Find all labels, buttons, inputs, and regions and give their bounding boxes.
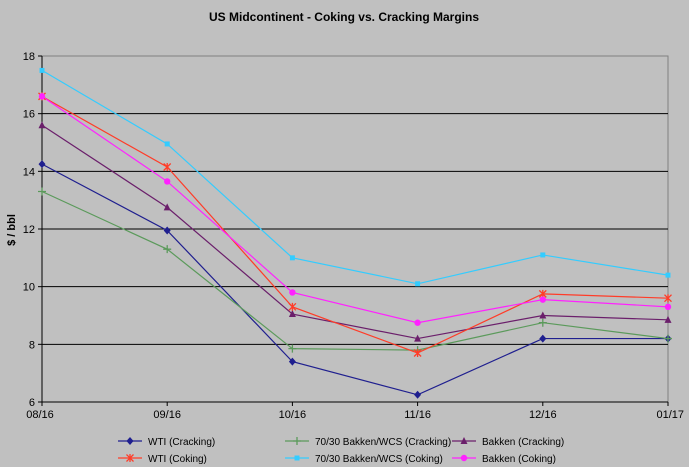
series-line-3: [41, 124, 669, 340]
data-point-s3-4: [414, 334, 422, 342]
legend-marker: [294, 455, 300, 461]
data-point-s5-2: [164, 141, 170, 147]
y-axis-label: $ / bbl: [6, 214, 18, 246]
data-point-s3-1: [38, 121, 46, 129]
legend-label: WTI (Cracking): [148, 437, 215, 448]
legend-marker: [460, 454, 468, 462]
data-point-s6-4: [414, 319, 421, 326]
data-point-s3-2: [163, 203, 171, 211]
y-tick-label: 8: [29, 339, 35, 351]
y-tick-label: 6: [29, 397, 35, 409]
series-line-1: [41, 163, 668, 396]
data-point-s1-4: [414, 390, 422, 399]
data-point-s3-6: [664, 315, 672, 323]
y-tick-label: 10: [23, 282, 35, 294]
data-point-s1-2: [163, 226, 171, 235]
y-tick-label: 12: [23, 224, 35, 236]
data-point-s5-3: [289, 255, 295, 261]
data-point-s1-5: [539, 334, 547, 343]
data-point-s3-3: [288, 310, 296, 318]
x-tick-label: 11/16: [404, 409, 431, 421]
legend-marker: [460, 437, 468, 444]
data-point-s1-1: [38, 160, 46, 169]
data-point-s5-4: [415, 281, 421, 287]
data-point-s5-1: [39, 67, 45, 73]
data-point-s5-6: [665, 272, 671, 278]
legend-label: Bakken (Cracking): [482, 437, 564, 448]
data-point-s3-5: [539, 311, 547, 319]
x-tick-label: 01/17: [656, 409, 684, 421]
legend-marker: [126, 437, 134, 445]
legend: WTI (Cracking) 70/30 Bakken/WCS (Cracking…: [118, 437, 564, 465]
legend-label: 70/30 Bakken/WCS (Coking): [315, 454, 443, 465]
legend-label: 70/30 Bakken/WCS (Cracking): [315, 437, 451, 448]
legend-label: WTI (Coking): [148, 454, 207, 465]
data-point-s2-5: [538, 318, 547, 327]
series-line-4: [41, 95, 669, 354]
legend-label: Bakken (Coking): [482, 454, 556, 465]
data-point-s6-1: [38, 93, 46, 100]
data-point-s4-2: [163, 163, 172, 172]
x-tick-label: 12/16: [529, 409, 557, 421]
legend-marker: [293, 437, 301, 445]
data-point-s2-1: [38, 187, 46, 196]
x-tick-label: 08/16: [26, 409, 54, 421]
data-point-s2-3: [288, 344, 297, 353]
y-tick-label: 18: [23, 51, 35, 63]
data-point-s6-5: [539, 296, 546, 303]
series-line-5: [41, 69, 669, 285]
data-point-s2-6: [664, 334, 672, 343]
data-point-s4-4: [413, 348, 422, 357]
y-tick-label: 16: [23, 109, 35, 121]
x-tick-label: 09/16: [153, 409, 181, 421]
plot-area: 6 8 10 12 14 16 18 08/16 09/16 10/16 11/16 12/16 01/…: [23, 51, 684, 421]
data-point-s2-2: [163, 245, 172, 254]
data-point-s5-5: [540, 252, 546, 258]
data-point-s6-2: [164, 178, 171, 185]
data-point-s4-6: [664, 294, 672, 303]
chart-title: US Midcontinent - Coking vs. Cracking Ma…: [209, 10, 479, 24]
x-tick-label: 10/16: [279, 409, 307, 421]
data-point-s6-6: [664, 303, 672, 311]
legend-marker: [126, 454, 134, 462]
series-line-2: [41, 190, 669, 351]
data-point-s4-3: [288, 302, 297, 311]
data-point-s6-3: [289, 289, 296, 296]
series-line-6: [41, 95, 669, 324]
y-tick-label: 14: [23, 166, 35, 178]
data-point-s1-3: [288, 357, 296, 366]
